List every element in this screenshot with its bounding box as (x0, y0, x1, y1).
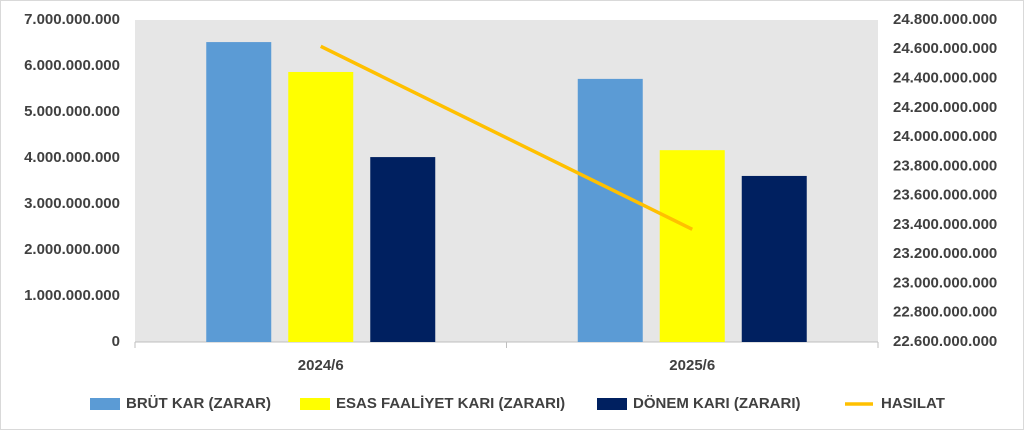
y2-tick-label: 23.200.000.000 (893, 245, 997, 262)
y2-tick-label: 23.400.000.000 (893, 216, 997, 233)
bar (370, 157, 436, 342)
y-tick-label: 5.000.000.000 (24, 103, 120, 120)
legend-marker (597, 398, 627, 410)
y-tick-label: 0 (112, 333, 120, 350)
y2-tick-label: 24.000.000.000 (893, 128, 997, 145)
y2-tick-label: 23.600.000.000 (893, 187, 997, 204)
bar (206, 42, 272, 342)
y2-tick-label: 22.600.000.000 (893, 333, 997, 350)
y-tick-label: 7.000.000.000 (24, 11, 120, 28)
y2-tick-label: 24.600.000.000 (893, 40, 997, 57)
y-tick-label: 3.000.000.000 (24, 195, 120, 212)
bar (659, 150, 725, 342)
y-tick-label: 1.000.000.000 (24, 287, 120, 304)
bar (288, 71, 354, 342)
x-tick-label: 2024/6 (298, 357, 344, 374)
y2-tick-label: 24.800.000.000 (893, 11, 997, 28)
y2-tick-label: 24.400.000.000 (893, 70, 997, 87)
legend-label: BRÜT KAR (ZARAR) (126, 395, 271, 412)
legend-label: DÖNEM KARI (ZARARI) (633, 395, 800, 412)
y2-tick-label: 23.000.000.000 (893, 274, 997, 291)
legend-label: ESAS FAALİYET KARI (ZARARI) (336, 395, 565, 412)
y-tick-label: 6.000.000.000 (24, 57, 120, 74)
y-tick-label: 4.000.000.000 (24, 149, 120, 166)
y2-tick-label: 23.800.000.000 (893, 157, 997, 174)
x-tick-label: 2025/6 (669, 357, 715, 374)
bar (741, 175, 807, 342)
bar (577, 78, 643, 342)
line-series (319, 44, 694, 231)
legend-marker (90, 398, 120, 410)
legend-marker (300, 398, 330, 410)
y2-tick-label: 24.200.000.000 (893, 99, 997, 116)
legend-label: HASILAT (881, 395, 945, 412)
y-tick-label: 2.000.000.000 (24, 241, 120, 258)
y2-tick-label: 22.800.000.000 (893, 304, 997, 321)
